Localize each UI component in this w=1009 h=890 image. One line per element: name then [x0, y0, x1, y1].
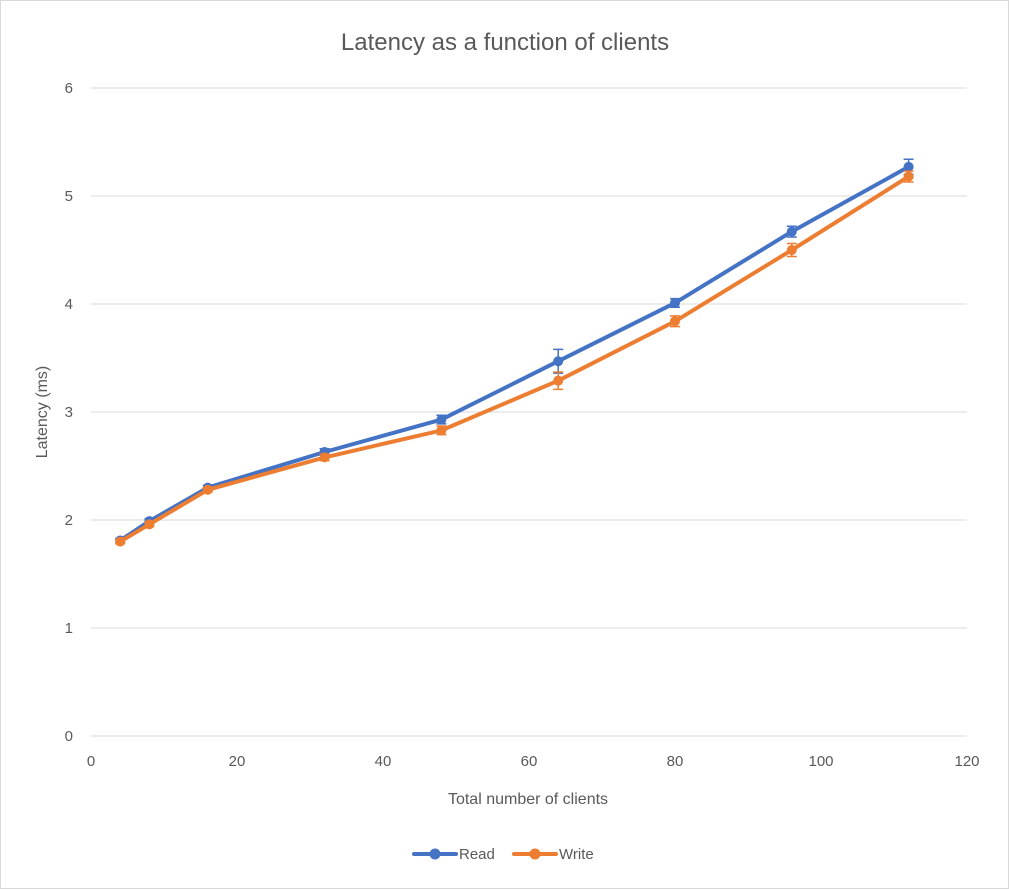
- x-tick-label: 60: [521, 753, 538, 770]
- series-line-read: [118, 164, 911, 543]
- legend-label: Write: [559, 846, 594, 863]
- x-tick-label: 120: [954, 753, 979, 770]
- data-point: [903, 171, 914, 182]
- y-tick-label: 3: [65, 404, 73, 421]
- y-tick-label: 0: [65, 728, 73, 745]
- legend-item-read: Read: [412, 846, 495, 863]
- data-point: [553, 375, 564, 386]
- x-tick-label: 40: [375, 753, 392, 770]
- data-point: [202, 484, 213, 495]
- series-read: [115, 158, 914, 546]
- y-axis-label: Latency (ms): [34, 366, 51, 458]
- legend-label: Read: [459, 846, 495, 863]
- x-tick-label: 100: [808, 753, 833, 770]
- data-point: [786, 226, 797, 237]
- x-tick-label: 0: [87, 753, 95, 770]
- data-point: [670, 316, 680, 327]
- y-tick-label: 4: [65, 296, 73, 313]
- legend: Read Write: [412, 846, 594, 863]
- series-write: [115, 170, 914, 547]
- y-tick-label: 5: [65, 188, 73, 205]
- legend-marker: [529, 848, 541, 860]
- data-point: [144, 519, 155, 530]
- x-tick-label: 80: [667, 753, 684, 770]
- data-point: [436, 425, 447, 436]
- data-point: [436, 414, 447, 425]
- data-point: [553, 356, 564, 367]
- legend-item-write: Write: [512, 846, 594, 863]
- y-axis-ticks: 0 1 2 3 4 5 6: [65, 80, 73, 745]
- x-tick-label: 20: [229, 753, 246, 770]
- data-point: [903, 161, 914, 172]
- y-tick-label: 1: [65, 620, 73, 637]
- gridlines: [91, 87, 967, 629]
- legend-marker: [429, 848, 441, 860]
- series-layer: [115, 158, 914, 547]
- x-axis-label: Total number of clients: [448, 791, 608, 808]
- y-tick-label: 6: [65, 80, 73, 97]
- x-axis-ticks: 0 20 40 60 80 100 120: [87, 753, 980, 770]
- data-point: [319, 452, 330, 463]
- data-point: [115, 536, 126, 547]
- data-point: [786, 245, 797, 255]
- chart-title: Latency as a function of clients: [341, 29, 669, 56]
- data-point: [670, 297, 680, 308]
- y-tick-label: 2: [65, 512, 73, 529]
